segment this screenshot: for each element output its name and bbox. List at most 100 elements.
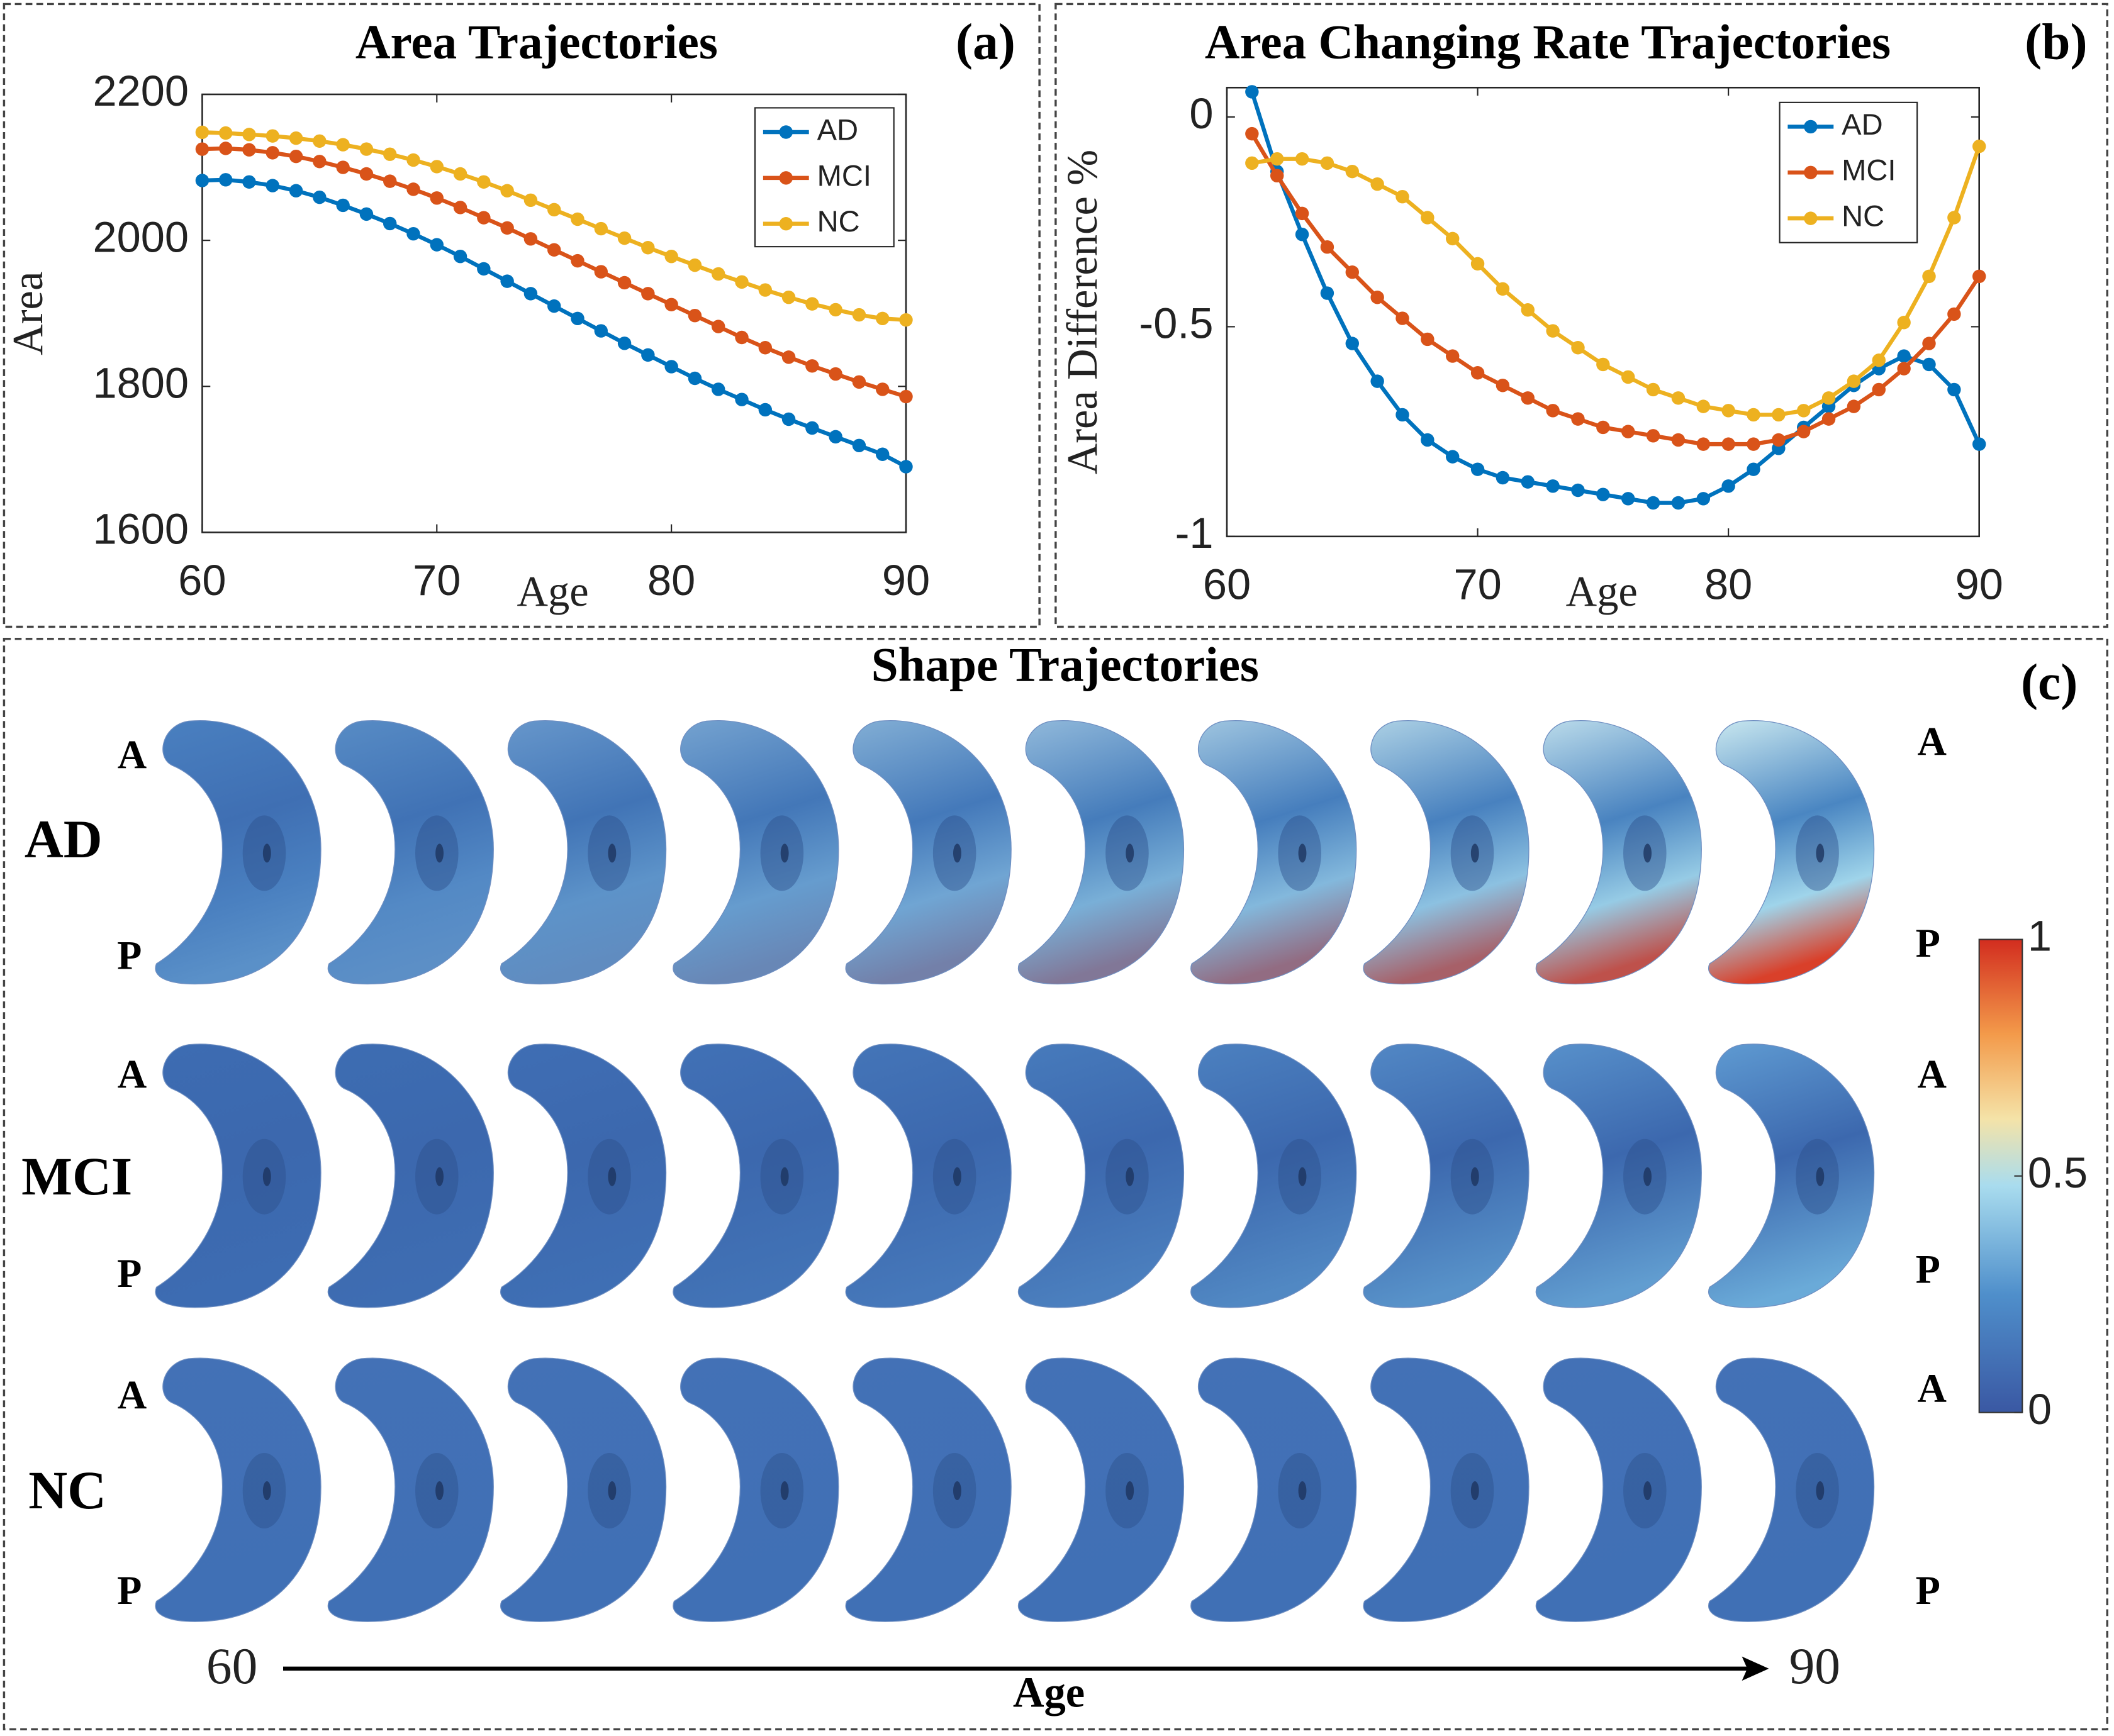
data-point [1897,349,1911,363]
shape-surface [1535,1357,1702,1622]
shape-surface [845,720,1012,985]
shape-hilum [1643,843,1652,863]
data-point [195,174,210,187]
data-point [1947,307,1961,321]
shape-surface [1708,1357,1875,1622]
data-point [1922,357,1936,372]
shape [845,720,1012,985]
data-point [1772,408,1786,422]
data-point [500,184,514,198]
legend-marker [1804,120,1818,134]
data-point [781,290,796,304]
shape [155,1357,322,1622]
x-tick-label: 70 [413,556,461,604]
data-point [1671,391,1686,405]
data-point [406,182,420,196]
data-point [712,320,725,333]
shape-hilum [435,843,444,863]
x-tick-label: 80 [1704,560,1752,608]
data-point [688,371,702,386]
data-point [1571,341,1585,355]
data-point [1621,370,1635,384]
shape [1708,1357,1875,1622]
data-point [1496,379,1510,392]
data-point [1772,433,1786,447]
shape [673,1043,839,1308]
data-point [876,311,890,326]
data-point [829,367,842,381]
data-point [453,249,467,264]
data-point [383,147,397,161]
shape-surface [1190,1043,1357,1308]
data-point [359,142,374,156]
data-point [406,226,420,241]
data-point [617,275,632,290]
data-point [1621,492,1635,506]
data-point [1421,433,1434,447]
data-point [477,211,491,225]
data-point [641,287,655,301]
data-point [1446,349,1460,363]
shape-surface [327,720,494,985]
data-point [1320,156,1334,170]
data-point [899,460,913,474]
data-point [500,221,514,235]
shape-surface [500,720,667,985]
shape [1190,1357,1357,1622]
panel-frame [3,638,2108,1730]
data-point [1747,408,1760,422]
data-point [735,330,749,345]
shape [673,720,839,985]
shape-hilum [608,1167,617,1186]
x-tick-label: 70 [1453,560,1501,608]
shape-surface [1708,720,1875,985]
anterior-label: A [118,732,147,777]
data-point [1847,374,1861,388]
shape-hilum [1470,1167,1479,1186]
shape-surface [500,1043,667,1308]
data-point [1596,487,1610,501]
shape [1708,1043,1875,1308]
y-tick-label: -1 [1175,509,1214,557]
y-tick-label: 1600 [92,505,189,554]
data-point [1972,437,1986,451]
data-point [688,308,702,323]
arrow-head [1742,1656,1769,1681]
shape-hilum [1298,843,1307,863]
data-point [1446,450,1460,464]
data-point [219,126,233,140]
shape-hilum [953,843,961,863]
posterior-label: P [1916,1568,1940,1613]
data-point [1470,462,1485,476]
data-point [195,142,210,156]
data-point [1821,391,1836,405]
data-point [781,412,796,426]
panel-label: (c) [2021,654,2078,711]
data-point [1696,437,1710,451]
shape-surface [845,1357,1012,1622]
shape [1708,720,1875,985]
shape-hilum [1298,1167,1307,1186]
data-point [1295,227,1309,242]
data-point [617,231,632,245]
shape-hilum [780,843,789,863]
data-point [1646,429,1660,443]
shape-hilum [1470,843,1479,863]
shape [1535,1043,1702,1308]
panel-frame [3,3,1041,628]
group-label: NC [28,1461,106,1520]
data-point [1245,85,1259,99]
data-point [688,258,702,272]
posterior-label: P [1916,921,1940,965]
shape-hilum [1126,1481,1134,1500]
data-point [617,337,632,350]
x-axis-label: Age [1566,567,1638,615]
shape-hilum [953,1167,961,1186]
data-point [313,155,327,169]
data-point [1922,337,1936,350]
shape-hilum [1643,1481,1652,1500]
shape-surface [673,1357,839,1622]
age-end: 90 [1789,1637,1840,1694]
shape-hilum [262,843,271,863]
data-point [1671,433,1686,447]
